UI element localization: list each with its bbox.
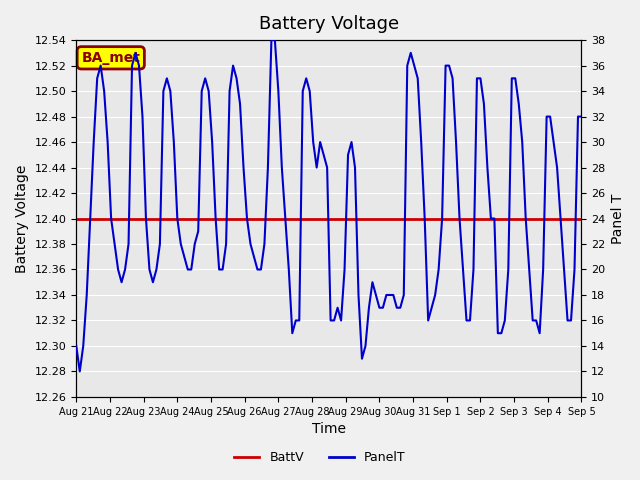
Y-axis label: Battery Voltage: Battery Voltage xyxy=(15,164,29,273)
Text: BA_met: BA_met xyxy=(81,51,140,65)
Title: Battery Voltage: Battery Voltage xyxy=(259,15,399,33)
Y-axis label: Panel T: Panel T xyxy=(611,193,625,244)
X-axis label: Time: Time xyxy=(312,422,346,436)
Legend: BattV, PanelT: BattV, PanelT xyxy=(229,446,411,469)
